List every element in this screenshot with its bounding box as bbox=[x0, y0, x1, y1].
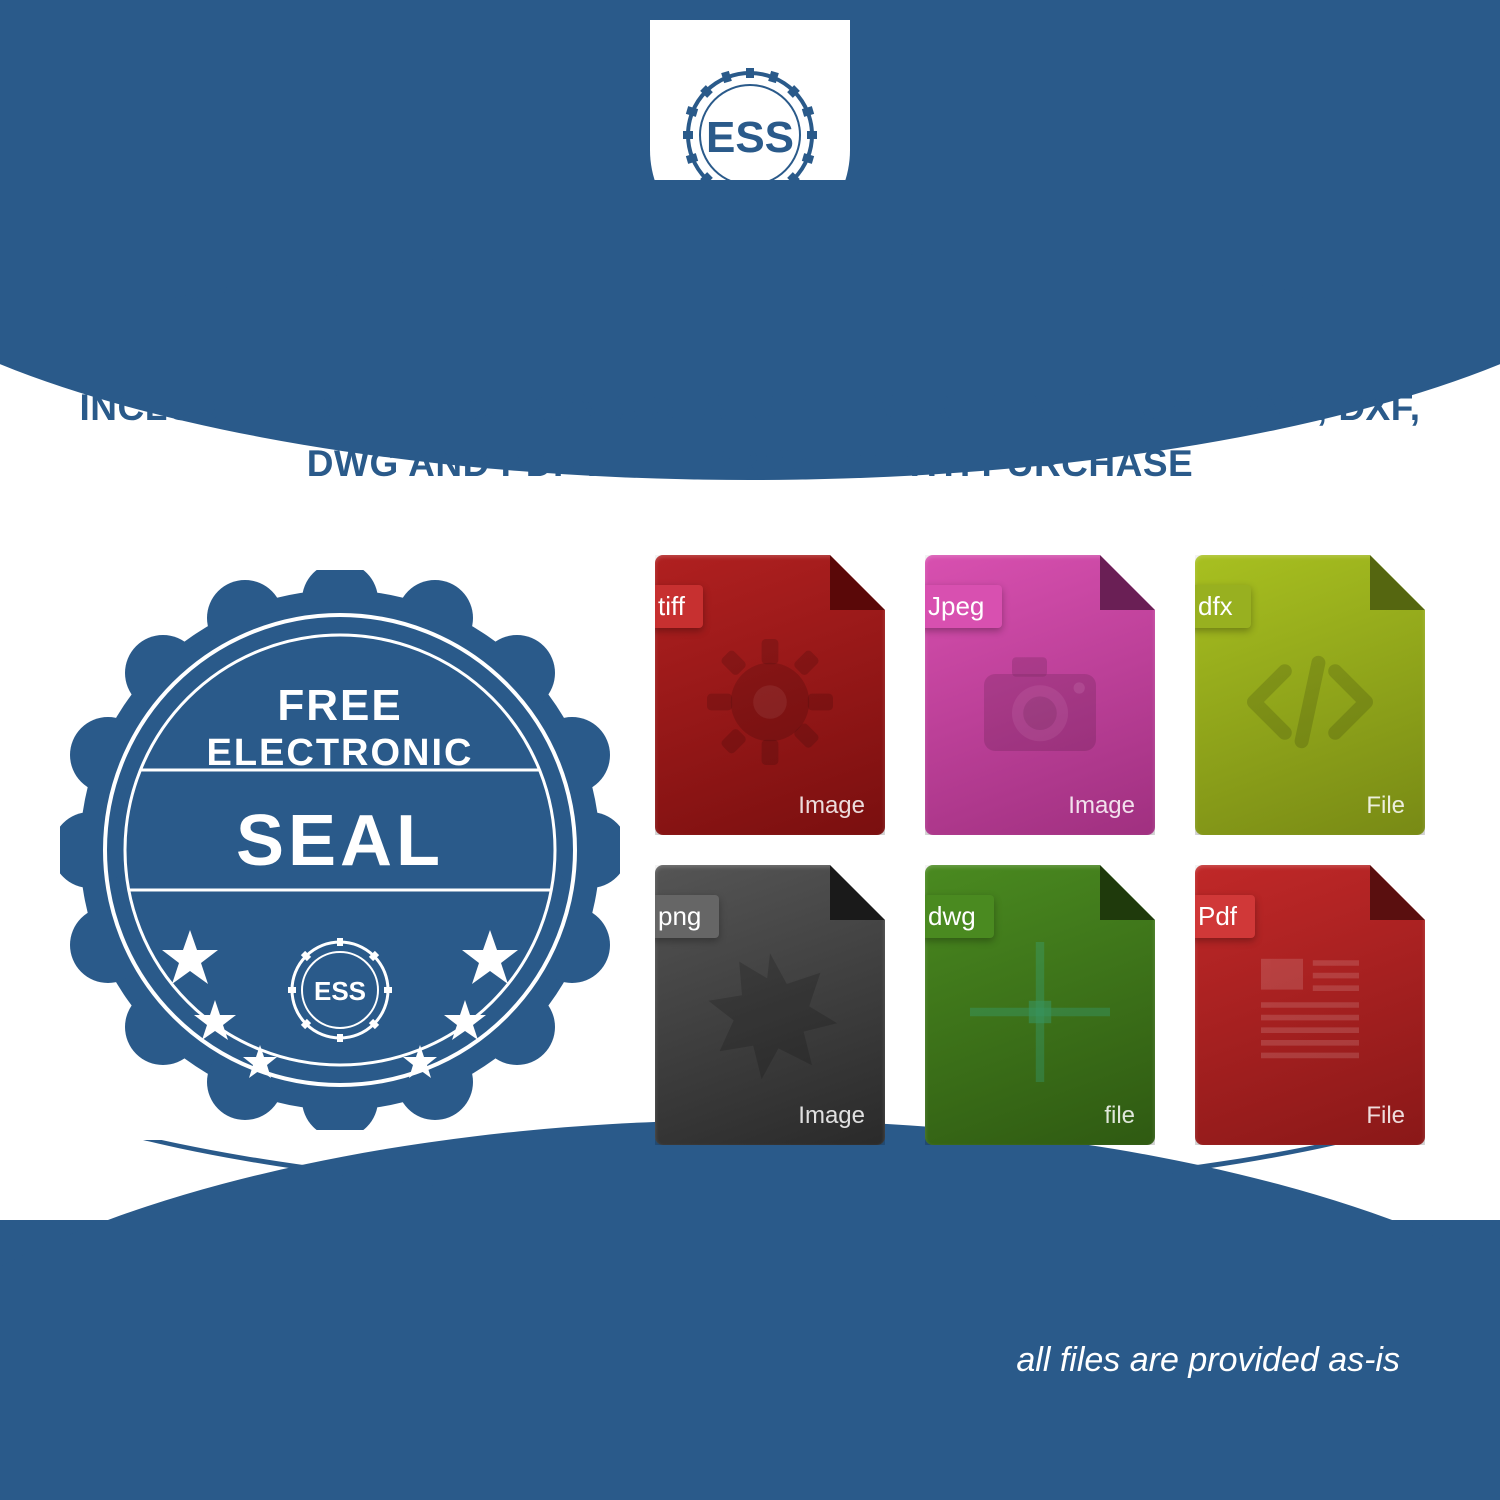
file-footer-label: Image bbox=[798, 792, 865, 820]
file-tab-label: tiff bbox=[640, 585, 703, 628]
file-footer-label: Image bbox=[1068, 792, 1135, 820]
code-icon bbox=[1240, 632, 1380, 772]
file-tab-label: png bbox=[640, 895, 719, 938]
file-footer-label: Image bbox=[798, 1102, 865, 1130]
file-format-grid: tiffImageJpegImagedfxFilepngImagedwgfile… bbox=[640, 555, 1440, 1145]
file-tab-label: Pdf bbox=[1180, 895, 1255, 938]
file-fold-corner bbox=[830, 555, 885, 610]
content-row: FREE ELECTRONIC SEAL bbox=[0, 530, 1500, 1170]
file-icon-png: pngImage bbox=[655, 865, 885, 1145]
seal-line1: FREE bbox=[277, 681, 402, 730]
file-icon-dfx: dfxFile bbox=[1195, 555, 1425, 835]
file-tab-label: dfx bbox=[1180, 585, 1251, 628]
file-tab-label: dwg bbox=[910, 895, 994, 938]
file-fold-corner bbox=[1370, 865, 1425, 920]
logo-text: ESS bbox=[706, 113, 794, 162]
file-icon-pdf: PdfFile bbox=[1195, 865, 1425, 1145]
file-fold-corner bbox=[1100, 865, 1155, 920]
file-footer-label: File bbox=[1366, 1102, 1405, 1130]
camera-icon bbox=[970, 632, 1110, 772]
file-fold-corner bbox=[1100, 555, 1155, 610]
seal-line2: ELECTRONIC bbox=[207, 732, 474, 774]
file-footer-label: file bbox=[1104, 1102, 1135, 1130]
free-electronic-seal-badge: FREE ELECTRONIC SEAL bbox=[60, 570, 620, 1130]
starburst-icon bbox=[700, 942, 840, 1082]
file-icon-jpeg: JpegImage bbox=[925, 555, 1155, 835]
headline-text: INCLUDES FREE ELECTRONIC SEALS DELIVERED… bbox=[75, 380, 1425, 491]
file-icon-tiff: tiffImage bbox=[655, 555, 885, 835]
crosshair-icon bbox=[970, 942, 1110, 1082]
file-footer-label: File bbox=[1366, 792, 1405, 820]
file-tab-label: Jpeg bbox=[910, 585, 1002, 628]
file-icon-dwg: dwgfile bbox=[925, 865, 1155, 1145]
seal-inner-text: ESS bbox=[314, 976, 366, 1006]
file-fold-corner bbox=[830, 865, 885, 920]
gear-icon bbox=[700, 632, 840, 772]
seal-line3: SEAL bbox=[236, 801, 444, 881]
disclaimer-text: all files are provided as-is bbox=[1016, 1341, 1400, 1380]
file-fold-corner bbox=[1370, 555, 1425, 610]
document-icon bbox=[1240, 942, 1380, 1082]
